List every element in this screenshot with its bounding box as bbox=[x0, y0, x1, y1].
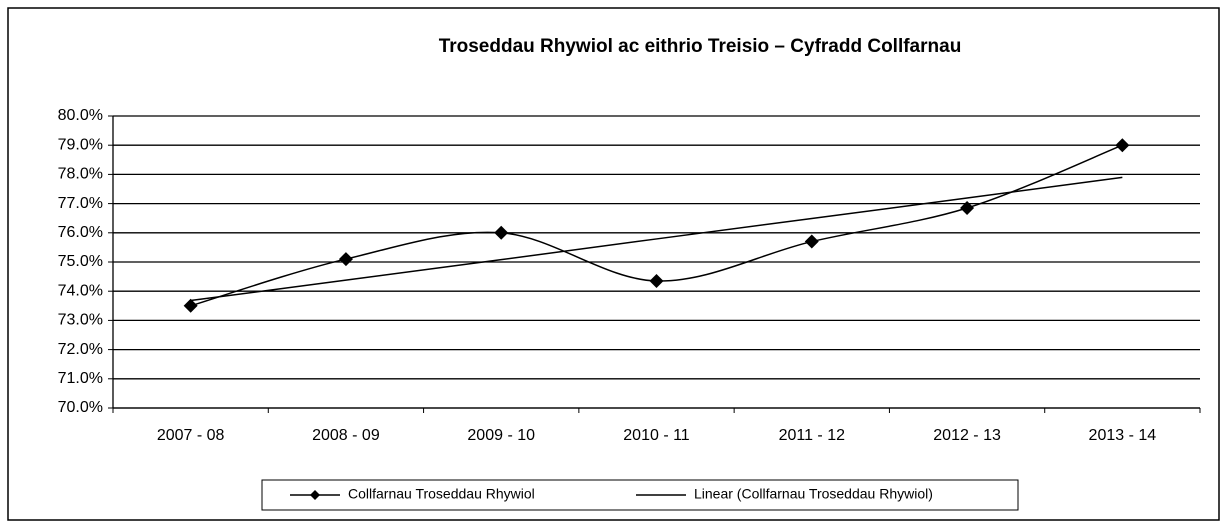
x-tick-label: 2012 - 13 bbox=[933, 427, 1001, 444]
x-tick-label: 2013 - 14 bbox=[1089, 427, 1157, 444]
legend-label: Linear (Collfarnau Troseddau Rhywiol) bbox=[694, 486, 933, 502]
chart-frame bbox=[7, 7, 1220, 521]
y-tick-label: 74.0% bbox=[58, 282, 103, 299]
y-tick-label: 76.0% bbox=[58, 224, 103, 241]
point-marker bbox=[1115, 138, 1130, 153]
point-marker bbox=[804, 234, 819, 249]
y-tick-label: 73.0% bbox=[58, 312, 103, 329]
x-tick-label: 2008 - 09 bbox=[312, 427, 380, 444]
y-tick-label: 77.0% bbox=[58, 195, 103, 212]
x-tick-label: 2007 - 08 bbox=[157, 427, 225, 444]
y-tick-label: 70.0% bbox=[58, 399, 103, 416]
point-marker bbox=[338, 252, 353, 267]
y-tick-label: 80.0% bbox=[58, 107, 103, 124]
point-marker bbox=[494, 225, 509, 240]
x-tick-label: 2010 - 11 bbox=[623, 427, 690, 444]
y-tick-label: 79.0% bbox=[58, 136, 103, 153]
legend-marker bbox=[310, 490, 320, 500]
y-tick-label: 78.0% bbox=[58, 166, 103, 183]
point-marker bbox=[960, 200, 975, 215]
point-marker bbox=[183, 298, 198, 313]
series-line bbox=[190, 176, 1123, 302]
chart-title: Troseddau Rhywiol ac eithrio Treisio – C… bbox=[439, 36, 962, 57]
y-tick-label: 71.0% bbox=[58, 370, 103, 387]
point-marker bbox=[649, 273, 664, 288]
x-tick-label: 2011 - 12 bbox=[779, 427, 846, 444]
x-tick-label: 2009 - 10 bbox=[467, 427, 535, 444]
y-tick-label: 75.0% bbox=[58, 253, 103, 270]
legend-label: Collfarnau Troseddau Rhywiol bbox=[348, 486, 535, 502]
y-tick-label: 72.0% bbox=[58, 341, 103, 358]
